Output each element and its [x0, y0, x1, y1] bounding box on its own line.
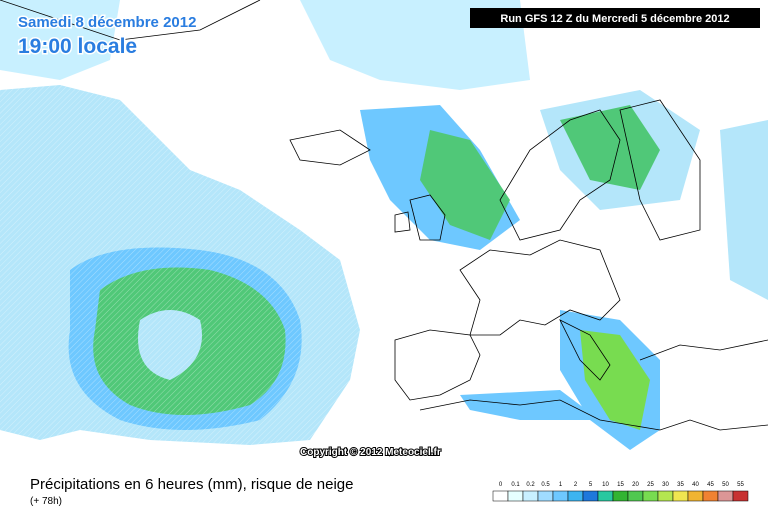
copyright: Copyright © 2012 Meteociel.fr — [300, 447, 441, 458]
legend-swatch — [612, 490, 629, 502]
valid-time: 19:00 locale — [18, 35, 137, 58]
legend-label: 30 — [662, 482, 669, 488]
run-banner — [470, 8, 760, 28]
footer-title: Précipitations en 6 heures (mm), risque … — [30, 476, 354, 493]
legend-label: 40 — [692, 482, 699, 488]
legend-label: 0.2 — [526, 482, 535, 488]
legend-swatch — [642, 490, 659, 502]
legend-label: 25 — [647, 482, 654, 488]
valid-date: Samedi 8 décembre 2012 — [18, 14, 196, 31]
legend-label: 15 — [617, 482, 624, 488]
legend-label: 5 — [589, 482, 593, 488]
legend-label: 35 — [677, 482, 684, 488]
legend-swatch — [552, 490, 569, 502]
legend-label: 55 — [737, 482, 744, 488]
legend-label: 20 — [632, 482, 639, 488]
legend-swatch — [702, 490, 719, 502]
legend-swatch — [627, 490, 644, 502]
legend-swatch — [507, 490, 524, 502]
run-info: Run GFS 12 Z du Mercredi 5 décembre 2012 — [500, 13, 729, 25]
legend-swatch — [582, 490, 599, 502]
legend-label: 0.5 — [541, 482, 550, 488]
legend-swatch — [492, 490, 509, 502]
legend-swatch — [672, 490, 689, 502]
legend-swatch — [717, 490, 734, 502]
legend-label: 45 — [707, 482, 714, 488]
legend: 0 0.1 0.2 0.5 1 2 5 10 15 20 25 30 35 40 45 50 55 — [492, 482, 749, 502]
coastlines — [0, 0, 768, 431]
legend-swatch — [657, 490, 674, 502]
legend-label: 1 — [559, 482, 563, 488]
legend-swatch — [597, 490, 614, 502]
legend-swatch — [687, 490, 704, 502]
legend-label: 0.1 — [511, 482, 520, 488]
forecast-hour: (+ 78h) — [30, 496, 62, 507]
legend-label: 2 — [574, 482, 578, 488]
legend-swatch — [567, 490, 584, 502]
precipitation-field — [0, 0, 768, 450]
legend-label: 10 — [602, 482, 609, 488]
legend-label: 50 — [722, 482, 729, 488]
legend-swatch — [732, 490, 749, 502]
legend-swatch — [537, 490, 554, 502]
legend-swatch — [522, 490, 539, 502]
legend-label: 0 — [499, 482, 503, 488]
